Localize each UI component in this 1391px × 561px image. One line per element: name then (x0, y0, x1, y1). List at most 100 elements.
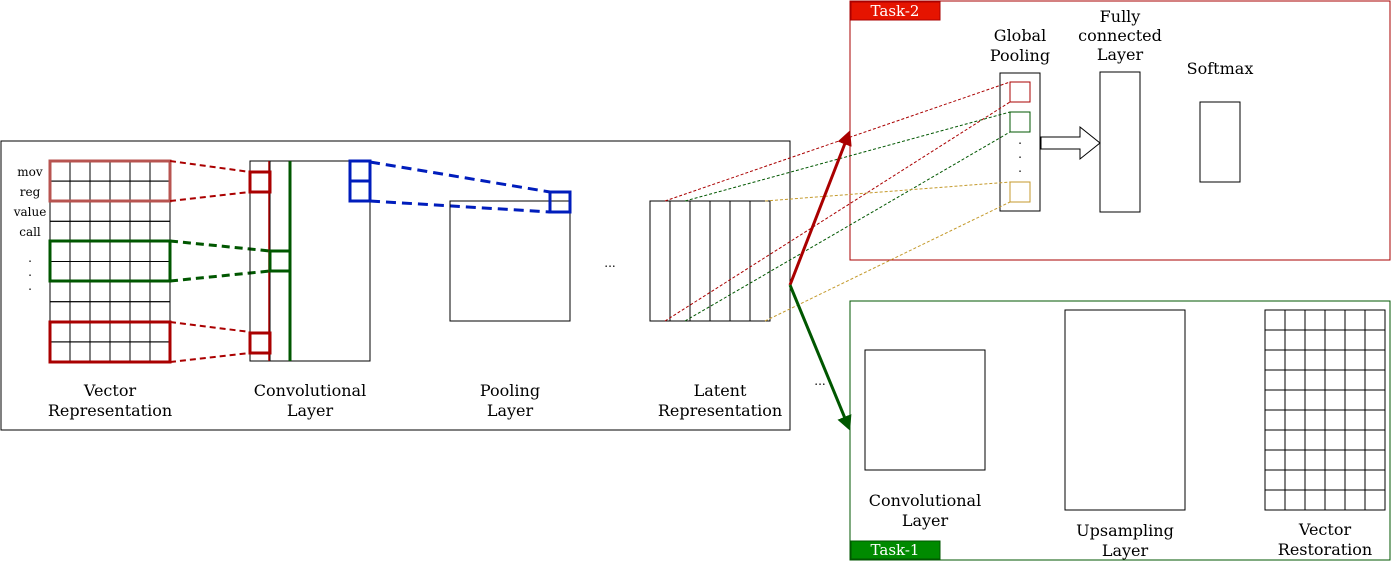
restoration-line1: Vector (1298, 520, 1352, 539)
latent-gp-green-1 (684, 111, 1011, 202)
restoration-grid-cell (1364, 429, 1386, 451)
upsampling-box (1064, 309, 1186, 511)
restoration-grid-cell (1364, 309, 1386, 331)
vector-grid-cell (69, 180, 91, 202)
vector-highlight-red (48, 320, 172, 364)
softmax-label: Softmax (1187, 59, 1254, 78)
conv-red-square-bottom (248, 331, 272, 355)
vector-grid-cell (129, 220, 151, 242)
gp-gold-square (1009, 181, 1031, 203)
vector-grid-cell (109, 160, 131, 182)
global-pooling-line1: Global (994, 26, 1046, 45)
vector-grid-cell (149, 301, 171, 323)
vector-grid-cell (69, 341, 91, 363)
pool-blue-square (548, 190, 572, 214)
restoration-grid-cell (1324, 389, 1346, 411)
conv-label-line1: Convolutional (254, 381, 366, 400)
gp-dot-2: . (1018, 147, 1022, 161)
pool-layer-box (449, 200, 571, 322)
connector-conv-pool-1 (369, 160, 551, 194)
vector-grid-cell (149, 180, 171, 202)
vector-grid-cell (149, 240, 171, 262)
task1-conv-line1: Convolutional (869, 491, 981, 510)
vector-grid-cell (109, 261, 131, 283)
connector-vec-conv-5 (169, 321, 251, 333)
vector-grid-cell (89, 341, 111, 363)
gp-dot-1: . (1018, 133, 1022, 147)
vector-grid-cell (109, 240, 131, 262)
vector-grid-cell (149, 160, 171, 182)
restoration-grid-cell (1364, 489, 1386, 511)
restoration-grid-cell (1324, 349, 1346, 371)
vector-grid-cell (89, 261, 111, 283)
vector-grid-cell (49, 220, 71, 242)
restoration-grid-cell (1284, 429, 1306, 451)
vector-grid-cell (109, 341, 131, 363)
vector-grid-cell (89, 281, 111, 303)
task2-tag: Task-2 (871, 2, 920, 20)
restoration-grid-cell (1264, 369, 1286, 391)
connector-vec-conv-4 (169, 269, 271, 283)
restoration-grid-cell (1304, 469, 1326, 491)
vector-grid-cell (69, 321, 91, 343)
restoration-grid-cell (1304, 349, 1326, 371)
vector-grid-cell (69, 301, 91, 323)
vector-grid-cell (89, 220, 111, 242)
latent-strip (709, 200, 731, 322)
restoration-grid-cell (1324, 329, 1346, 351)
task1-tag-box (850, 540, 941, 560)
restoration-grid-cell (1304, 489, 1326, 511)
pool-label-line2: Layer (487, 401, 534, 420)
restoration-grid-cell (1324, 369, 1346, 391)
latent-strip (729, 200, 751, 322)
token-reg: reg (20, 185, 41, 199)
restoration-grid-cell (1284, 369, 1306, 391)
connector-vec-conv-3 (169, 239, 271, 253)
branch-arrow-task2 (788, 130, 852, 286)
branch-arrow-task1 (788, 284, 852, 431)
latent-strip (749, 200, 771, 322)
fully-connected-line3: Layer (1097, 45, 1144, 64)
latent-label-line2: Representation (658, 401, 782, 420)
connector-vec-conv-6 (169, 352, 251, 363)
conv-label-line2: Layer (287, 401, 334, 420)
restoration-grid-cell (1324, 409, 1346, 431)
latent-gp-red-1 (664, 81, 1011, 202)
restoration-grid-cell (1264, 329, 1286, 351)
vector-grid-cell (49, 160, 71, 182)
vector-grid-cell (69, 281, 91, 303)
restoration-grid-cell (1284, 449, 1306, 471)
connector-vec-conv-1 (169, 160, 251, 173)
restoration-line2: Restoration (1278, 540, 1372, 559)
restoration-grid-cell (1264, 469, 1286, 491)
vector-grid-cell (89, 160, 111, 182)
token-call: call (19, 225, 41, 239)
restoration-grid-cell (1264, 309, 1286, 331)
vector-grid-cell (69, 261, 91, 283)
token-dot-1: . (28, 251, 32, 265)
vector-grid-cell (49, 341, 71, 363)
vector-grid-cell (129, 341, 151, 363)
vector-grid-cell (129, 321, 151, 343)
restoration-grid-cell (1264, 349, 1286, 371)
restoration-grid-cell (1304, 409, 1326, 431)
gp-red-square (1009, 81, 1031, 103)
vector-grid-cell (109, 180, 131, 202)
restoration-grid-cell (1304, 309, 1326, 331)
vector-grid-cell (49, 281, 71, 303)
upsampling-line1: Upsampling (1076, 521, 1174, 540)
vector-grid-cell (129, 261, 151, 283)
restoration-grid-cell (1344, 449, 1366, 471)
restoration-grid-cell (1364, 329, 1386, 351)
restoration-grid-cell (1324, 429, 1346, 451)
upsampling-line2: Layer (1102, 541, 1149, 560)
vector-grid-cell (49, 180, 71, 202)
latent-strip (649, 200, 671, 322)
task2-tag-box (850, 1, 941, 21)
vector-grid (49, 160, 171, 363)
vector-grid-cell (109, 301, 131, 323)
restoration-grid-cell (1344, 369, 1366, 391)
restoration-grid-cell (1304, 449, 1326, 471)
restoration-grid-cell (1324, 489, 1346, 511)
vector-grid-cell (149, 281, 171, 303)
